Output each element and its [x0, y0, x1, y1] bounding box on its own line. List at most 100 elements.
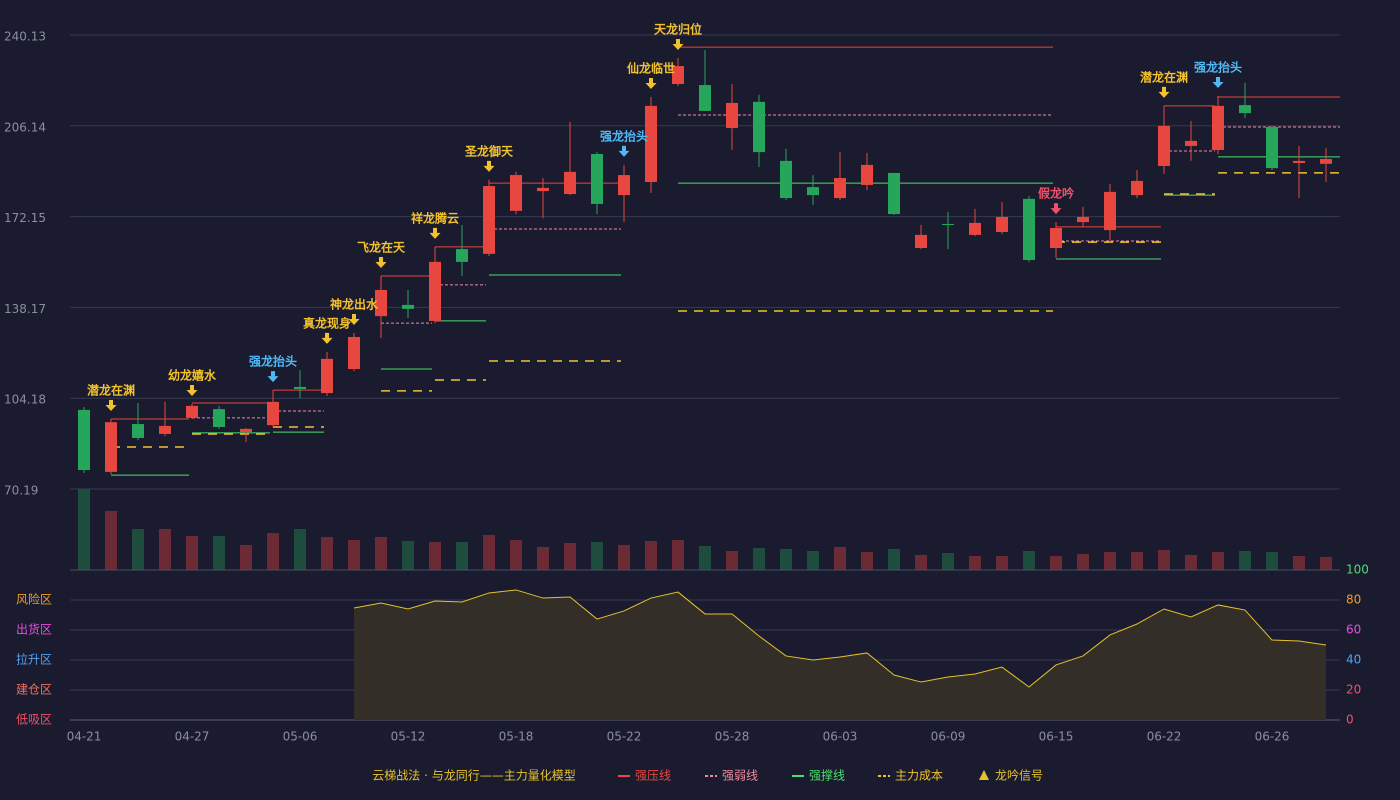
signal-label: 潜龙在渊 — [1140, 69, 1188, 84]
x-tick-label: 04-27 — [175, 730, 210, 744]
x-tick-label: 05-22 — [607, 730, 642, 744]
candle-body — [483, 186, 495, 254]
candle-body — [105, 422, 117, 472]
signal-label: 圣龙御天 — [464, 143, 514, 158]
volume-bar — [861, 552, 873, 570]
volume-bar — [672, 540, 684, 570]
candle-body — [780, 160, 792, 199]
x-tick-label: 06-15 — [1039, 730, 1074, 744]
volume-bar — [807, 551, 819, 570]
y-tick-label: 240.13 — [4, 30, 46, 44]
y-tick-label: 138.17 — [4, 302, 46, 316]
signal-arrow — [618, 145, 630, 157]
indicator-line — [353, 589, 1327, 688]
candle-body — [591, 153, 603, 204]
candle-body — [834, 178, 846, 199]
candle-body — [564, 171, 576, 195]
candle-body — [861, 164, 873, 185]
volume-bar — [510, 540, 522, 570]
candle-body — [753, 101, 765, 153]
volume-bar — [888, 549, 900, 570]
x-tick-label: 04-21 — [67, 730, 102, 744]
candle-body — [942, 223, 954, 226]
x-tick-label: 05-12 — [391, 730, 426, 744]
x-tick-label: 05-06 — [283, 730, 318, 744]
candle-body — [132, 424, 144, 438]
candle-body — [294, 386, 306, 390]
volume-bar — [726, 551, 738, 570]
y2-tick-label: 40 — [1346, 653, 1361, 667]
signal-label: 飞龙在天 — [357, 240, 406, 255]
zone-label: 出货区 — [16, 622, 52, 637]
volume-bar — [1293, 556, 1305, 570]
x-tick-label: 05-28 — [715, 730, 750, 744]
y-tick-label: 104.18 — [4, 393, 46, 407]
candle-body — [1077, 217, 1089, 223]
legend-title: 云梯战法 · 与龙同行——主力量化模型 — [372, 769, 575, 783]
volume-bar — [618, 545, 630, 570]
signal-arrow — [1212, 76, 1224, 88]
volume-bar — [1077, 554, 1089, 570]
candle-body — [321, 358, 333, 394]
volume-bar — [267, 533, 279, 570]
volume-bar — [1320, 557, 1332, 570]
zone-label: 建仓区 — [16, 683, 52, 697]
volume-bar — [969, 556, 981, 570]
volume-bar — [132, 529, 144, 570]
signal-arrow — [375, 257, 387, 269]
candle-body — [402, 304, 414, 309]
y-tick-label: 206.14 — [4, 120, 46, 134]
zone-label: 风险区 — [16, 592, 52, 607]
zone-label: 低吸区 — [16, 713, 52, 727]
volume-bar — [942, 553, 954, 570]
x-tick-label: 06-09 — [931, 730, 966, 744]
signal-label: 幼龙嬉水 — [168, 368, 217, 383]
candle-body — [510, 175, 522, 211]
volume-bar — [915, 555, 927, 570]
volume-bar — [645, 541, 657, 570]
signal-label: 强龙抬头 — [249, 354, 297, 369]
candle-body — [159, 425, 171, 434]
signal-arrow — [483, 160, 495, 172]
volume-bar — [1239, 551, 1251, 570]
volume-bar — [1131, 552, 1143, 570]
volume-bar — [1050, 556, 1062, 570]
y-tick-label: 172.15 — [4, 211, 46, 225]
volume-bar — [834, 547, 846, 570]
candle-body — [240, 428, 252, 433]
volume-bar — [375, 537, 387, 570]
signal-label: 强龙抬头 — [1194, 59, 1242, 74]
signal-label: 真龙现身 — [303, 315, 351, 330]
x-tick-label: 06-03 — [823, 730, 858, 744]
candle-body — [726, 102, 738, 129]
candle-body — [969, 222, 981, 235]
x-tick-label: 06-22 — [1147, 730, 1182, 744]
candle-body — [1293, 160, 1305, 164]
volume-bar — [1266, 552, 1278, 570]
candle-body — [1023, 198, 1035, 261]
signal-label: 神龙出水 — [330, 296, 379, 311]
volume-bar — [348, 540, 360, 570]
signal-arrow — [645, 78, 657, 90]
candle-body — [699, 85, 711, 111]
candle-body — [618, 175, 630, 196]
volume-bar — [483, 535, 495, 570]
volume-bar — [564, 543, 576, 570]
candle-body — [1131, 180, 1143, 196]
volume-bar — [402, 541, 414, 570]
candle-body — [213, 409, 225, 427]
signal-label: 潜龙在渊 — [87, 382, 135, 397]
candle-body — [996, 217, 1008, 232]
legend-label: 强压线 — [635, 769, 671, 783]
volume-bar — [186, 536, 198, 570]
signal-arrow — [321, 332, 333, 344]
y2-tick-label: 60 — [1346, 623, 1361, 637]
y2-tick-label: 100 — [1346, 563, 1369, 577]
y2-tick-label: 0 — [1346, 713, 1354, 727]
candle-body — [1266, 126, 1278, 169]
volume-bar — [240, 545, 252, 570]
x-tick-label: 05-18 — [499, 730, 534, 744]
volume-bar — [294, 529, 306, 570]
candle-body — [915, 234, 927, 249]
